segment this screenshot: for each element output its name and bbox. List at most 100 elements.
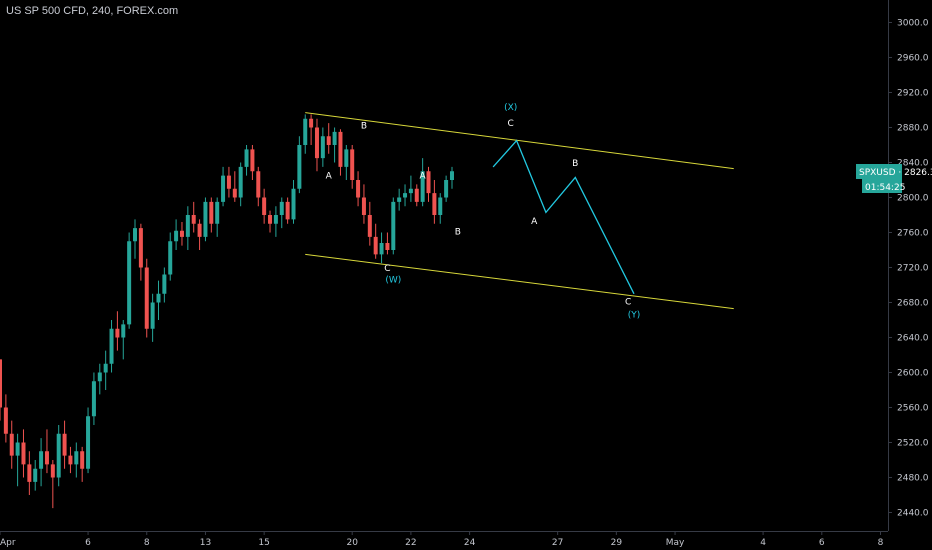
candle-body [420, 171, 425, 202]
last-price-tag: SPXUSD · 2826.3 01:54:25 [856, 164, 932, 193]
candle-body [191, 215, 196, 224]
price-tick-label: 2920.0 [897, 89, 929, 99]
candle-body [262, 197, 267, 215]
wave-label: B [572, 159, 578, 169]
candle-body [221, 175, 226, 202]
candle-body [86, 416, 91, 469]
time-tick-label: 20 [346, 538, 358, 548]
channel-line[interactable] [305, 253, 734, 310]
wave-label: (W) [385, 275, 401, 285]
candle-body [27, 464, 32, 482]
candle-body [62, 433, 67, 456]
candle-body [385, 243, 390, 250]
candles-layer [0, 114, 454, 509]
candle-body [397, 197, 402, 202]
candle-body [97, 372, 102, 382]
price-tick-label: 2560.0 [897, 404, 929, 414]
candle-body [21, 442, 26, 465]
candle-body [426, 171, 431, 194]
time-tick-label: 4 [760, 538, 766, 548]
price-tick-label: 2840.0 [897, 159, 929, 169]
time-tick-label: May [666, 538, 685, 548]
candle-body [350, 149, 355, 180]
wave-label: B [455, 227, 461, 237]
candle-body [15, 442, 20, 456]
candle-body [209, 201, 214, 224]
wave-label: C [508, 119, 514, 129]
time-tick-label: 8 [878, 538, 884, 548]
candle-body [256, 171, 261, 198]
candle-body [33, 468, 38, 482]
price-axis[interactable]: 3000.0 2960.0 2920.0 2880.0 2840.0 2800.0 2760… [888, 0, 932, 550]
wave-label: A [531, 217, 538, 227]
candle-body [109, 328, 114, 364]
candle-body [361, 197, 366, 215]
candle-body [238, 166, 243, 198]
wave-label: (X) [504, 103, 517, 113]
wave-label: B [361, 121, 367, 131]
wave-label: A [326, 171, 333, 181]
candle-body [320, 136, 325, 159]
candle-body [185, 215, 190, 237]
candle-body [232, 188, 237, 198]
candle-body [250, 149, 255, 172]
price-tick-label: 2440.0 [897, 509, 929, 519]
price-tick-label: 2760.0 [897, 229, 929, 239]
candle-body [215, 201, 220, 224]
candle-body [309, 118, 314, 128]
candle-body [197, 223, 202, 237]
candle-body [403, 193, 408, 198]
candle-body [80, 451, 85, 469]
price-tick-label: 2880.0 [897, 124, 929, 134]
candle-body [133, 228, 138, 242]
candle-body [162, 274, 167, 294]
channel-line[interactable] [305, 112, 734, 170]
candle-body [74, 451, 79, 465]
candle-body [326, 136, 331, 145]
candle-body [127, 241, 132, 325]
candle-body [356, 180, 361, 198]
candle-body [344, 149, 349, 167]
wave-projection-path[interactable] [492, 139, 635, 295]
candle-body [367, 215, 372, 237]
candle-body [91, 381, 96, 417]
candle-body [203, 201, 208, 237]
time-tick-label: 27 [552, 538, 563, 548]
wave-label: C [625, 297, 631, 307]
candle-body [144, 267, 149, 329]
candle-body [314, 127, 319, 159]
candle-body [56, 433, 61, 478]
time-tick-label: 13 [200, 538, 211, 548]
candle-body [39, 451, 44, 469]
symbol-header: US SP 500 CFD, 240, FOREX.com [6, 5, 179, 17]
time-tick-label: 24 [464, 538, 476, 548]
candle-body [44, 451, 49, 465]
candle-body [68, 455, 73, 465]
price-tag-label: SPXUSD · 2826.3 [859, 168, 932, 178]
wave-label: (Y) [628, 310, 641, 320]
time-tick-label: 22 [405, 538, 416, 548]
price-tag-box [856, 164, 902, 179]
price-tick-label: 3000.0 [897, 19, 929, 29]
candle-body [121, 324, 126, 338]
candle-body [414, 188, 419, 202]
candle-body [115, 328, 120, 338]
candle-body [9, 433, 14, 456]
candle-body [50, 464, 55, 478]
candle-body [174, 230, 179, 242]
candle-body [373, 236, 378, 255]
candle-body [3, 407, 8, 434]
candle-body [408, 188, 413, 194]
price-tick-label: 2480.0 [897, 474, 929, 484]
time-axis[interactable]: Apr 6 8 13 15 20 22 24 27 29 May 4 6 8 [0, 531, 888, 548]
price-tick-label: 2640.0 [897, 334, 929, 344]
candle-body [391, 201, 396, 250]
candle-body [291, 188, 296, 220]
countdown-label: 01:54:25 [865, 183, 905, 193]
candle-body [168, 241, 173, 275]
price-tick-label: 2800.0 [897, 194, 929, 204]
candle-body [285, 201, 290, 220]
candle-body [179, 230, 184, 237]
